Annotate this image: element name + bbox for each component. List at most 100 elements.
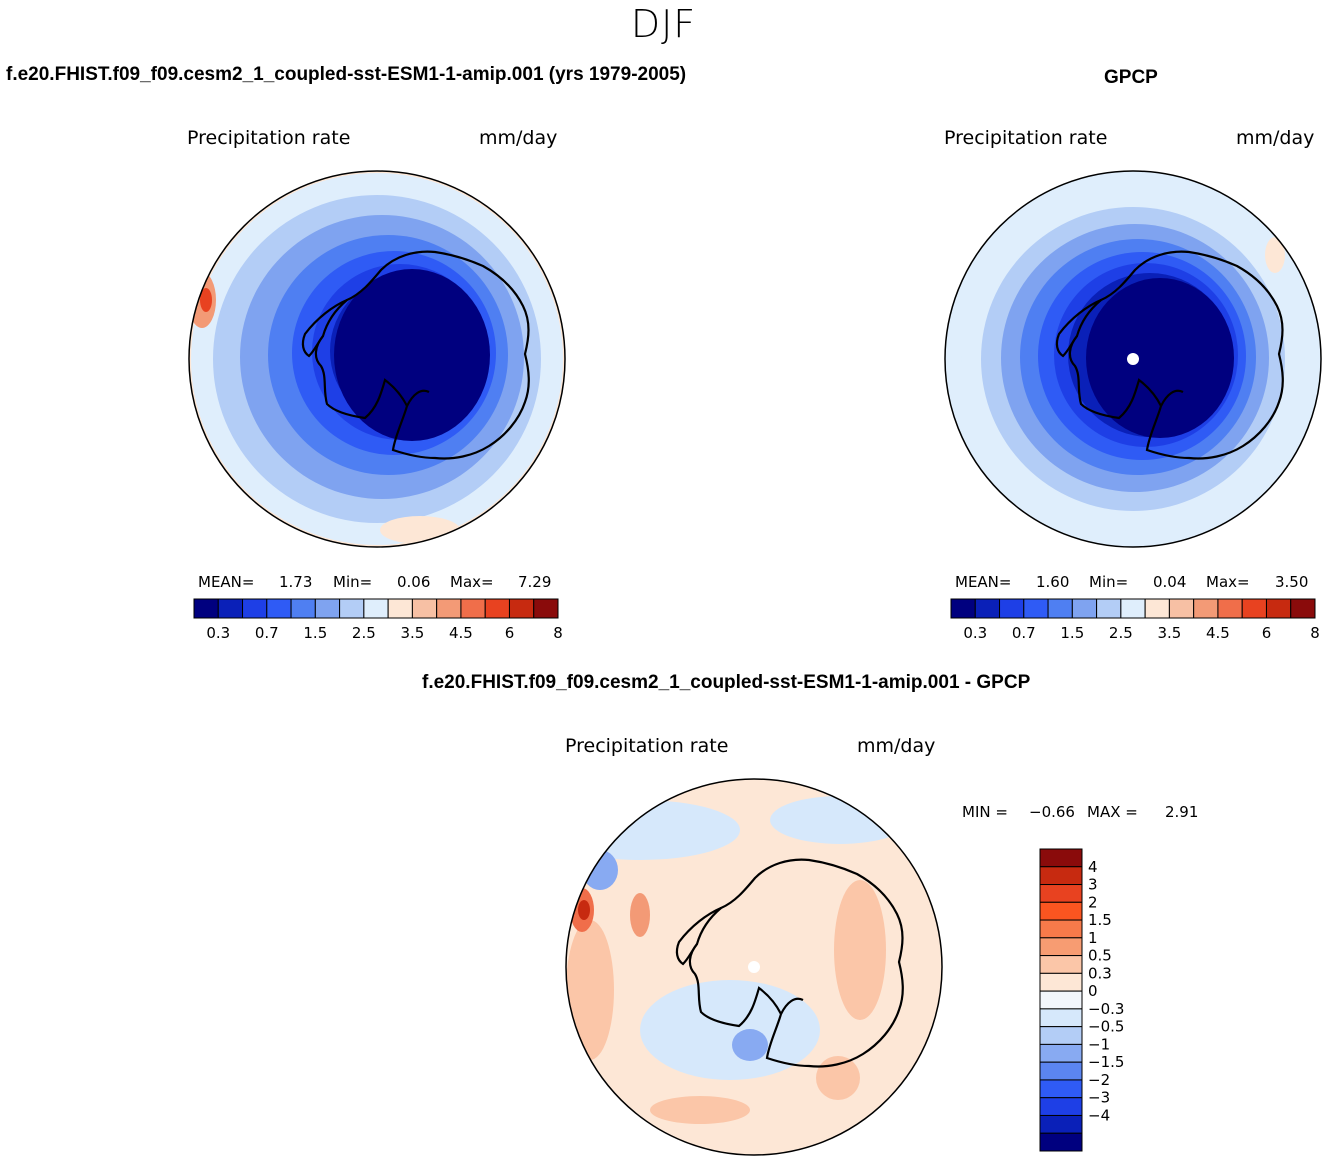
diff-colorbar-label: 3 [1088, 876, 1098, 894]
obs-colorbar-swatch [1144, 598, 1170, 619]
diff-colorbar-label: 0.5 [1088, 947, 1112, 965]
obs-colorbar-swatch [974, 598, 1001, 619]
diff-colorbar-swatch [1039, 972, 1083, 992]
diff-units-label: mm/day [857, 735, 936, 757]
diff-colorbar-label: −2 [1088, 1071, 1110, 1089]
obs-mean-value: 1.60 [1036, 573, 1070, 591]
diff-colorbar-swatch [1039, 1097, 1083, 1116]
obs-colorbar-swatch [1071, 598, 1098, 619]
diff-colorbar-swatch [1039, 1114, 1083, 1134]
diff-colorbar-swatch [1039, 1008, 1083, 1028]
model-map [188, 170, 566, 548]
model-variable-label: Precipitation rate [187, 127, 351, 149]
model-min-value: 0.06 [397, 573, 431, 591]
model-colorbar-swatch [193, 598, 219, 619]
obs-colorbar-label: 6 [1262, 624, 1272, 642]
model-colorbar-swatch [436, 598, 462, 619]
diff-colorbar-label: 2 [1088, 893, 1098, 911]
model-colorbar-label: 0.7 [255, 624, 279, 642]
model-max-value: 7.29 [518, 573, 552, 591]
pole-marker [1127, 353, 1139, 365]
obs-panel-title: GPCP [1104, 67, 1158, 88]
diff-colorbar-swatch [1039, 1043, 1083, 1063]
obs-colorbar-swatch [999, 598, 1025, 619]
diff-colorbar-label: −1 [1088, 1035, 1110, 1053]
model-min-label: Min= [333, 573, 373, 591]
obs-colorbar-swatch [1120, 598, 1146, 619]
obs-max-label: Max= [1206, 573, 1250, 591]
model-colorbar-swatch [266, 598, 292, 619]
obs-colorbar-swatch [1047, 598, 1073, 619]
obs-colorbar-label: 2.5 [1109, 624, 1133, 642]
obs-colorbar-swatch [1265, 598, 1292, 619]
obs-colorbar-swatch [1096, 598, 1122, 619]
model-colorbar-swatch [387, 598, 413, 619]
diff-colorbar-label: 1.5 [1088, 911, 1112, 929]
obs-colorbar-label: 8 [1310, 624, 1320, 642]
model-colorbar-label: 8 [553, 624, 563, 642]
model-panel-title: f.e20.FHIST.f09_f09.cesm2_1_coupled-sst-… [6, 64, 687, 85]
model-colorbar-swatch [242, 598, 268, 619]
model-colorbar-label: 1.5 [303, 624, 327, 642]
diff-colorbar-label: −4 [1088, 1106, 1110, 1124]
model-colorbar-label: 0.3 [206, 624, 230, 642]
model-colorbar-label: 3.5 [400, 624, 424, 642]
obs-colorbar-swatch [950, 598, 976, 619]
obs-colorbar-label: 3.5 [1157, 624, 1181, 642]
diff-colorbar-swatch [1039, 1061, 1083, 1081]
obs-colorbar-swatch [1290, 598, 1316, 619]
model-mean-label: MEAN= [198, 573, 255, 591]
diff-max-value: 2.91 [1165, 803, 1199, 821]
obs-max-value: 3.50 [1275, 573, 1309, 591]
diff-colorbar-swatch [1039, 1132, 1083, 1152]
obs-colorbar-swatch [1168, 598, 1195, 619]
obs-colorbar-swatch [1023, 598, 1049, 619]
model-colorbar-label: 2.5 [352, 624, 376, 642]
diff-colorbar-label: 4 [1088, 858, 1098, 876]
diff-colorbar-label: 1 [1088, 929, 1098, 947]
model-colorbar-swatch [508, 598, 535, 619]
obs-units-label: mm/day [1236, 127, 1315, 149]
model-colorbar-swatch [363, 598, 389, 619]
diff-colorbar-swatch [1039, 1026, 1083, 1045]
model-units-label: mm/day [479, 127, 558, 149]
model-colorbar-swatch [484, 598, 510, 619]
model-colorbar-swatch [411, 598, 438, 619]
obs-map [944, 170, 1322, 548]
obs-mean-label: MEAN= [955, 573, 1012, 591]
obs-colorbar-label: 4.5 [1206, 624, 1230, 642]
obs-colorbar-label: 0.7 [1012, 624, 1036, 642]
model-colorbar-swatch [290, 598, 316, 619]
obs-colorbar-swatch [1241, 598, 1267, 619]
obs-colorbar-swatch [1193, 598, 1219, 619]
diff-colorbar-label: −1.5 [1088, 1053, 1124, 1071]
obs-colorbar: 0.3 0.7 1.5 2.5 3.5 4.5 6 8 [950, 598, 1320, 642]
diff-colorbar-swatch [1039, 1079, 1083, 1099]
diff-map [565, 778, 943, 1156]
diff-colorbar-swatch [1039, 866, 1083, 886]
model-mean-value: 1.73 [279, 573, 313, 591]
diff-panel-title: f.e20.FHIST.f09_f09.cesm2_1_coupled-sst-… [422, 672, 1031, 693]
diff-colorbar-swatch [1039, 937, 1083, 957]
diff-colorbar-swatch [1039, 884, 1083, 903]
model-colorbar-label: 4.5 [449, 624, 473, 642]
model-colorbar: 0.3 0.7 1.5 2.5 3.5 4.5 6 8 [193, 598, 563, 642]
diff-max-label: MAX = [1087, 803, 1138, 821]
model-colorbar-label: 6 [505, 624, 515, 642]
diff-colorbar-label: −0.3 [1088, 1000, 1124, 1018]
diff-variable-label: Precipitation rate [565, 735, 729, 757]
model-colorbar-swatch [314, 598, 341, 619]
figure-title: DJF [630, 2, 697, 46]
diff-colorbar-swatch [1039, 955, 1083, 974]
diff-colorbar-swatch [1039, 848, 1083, 868]
obs-min-value: 0.04 [1153, 573, 1187, 591]
diff-min-label: MIN = [962, 803, 1008, 821]
obs-colorbar-swatch [1217, 598, 1243, 619]
model-colorbar-swatch [460, 598, 486, 619]
model-max-label: Max= [450, 573, 494, 591]
diff-colorbar-label: −3 [1088, 1089, 1110, 1107]
diff-colorbar-swatch [1039, 919, 1083, 939]
obs-colorbar-label: 0.3 [963, 624, 987, 642]
diff-colorbar-swatch [1039, 901, 1083, 921]
pole-marker [748, 961, 760, 973]
